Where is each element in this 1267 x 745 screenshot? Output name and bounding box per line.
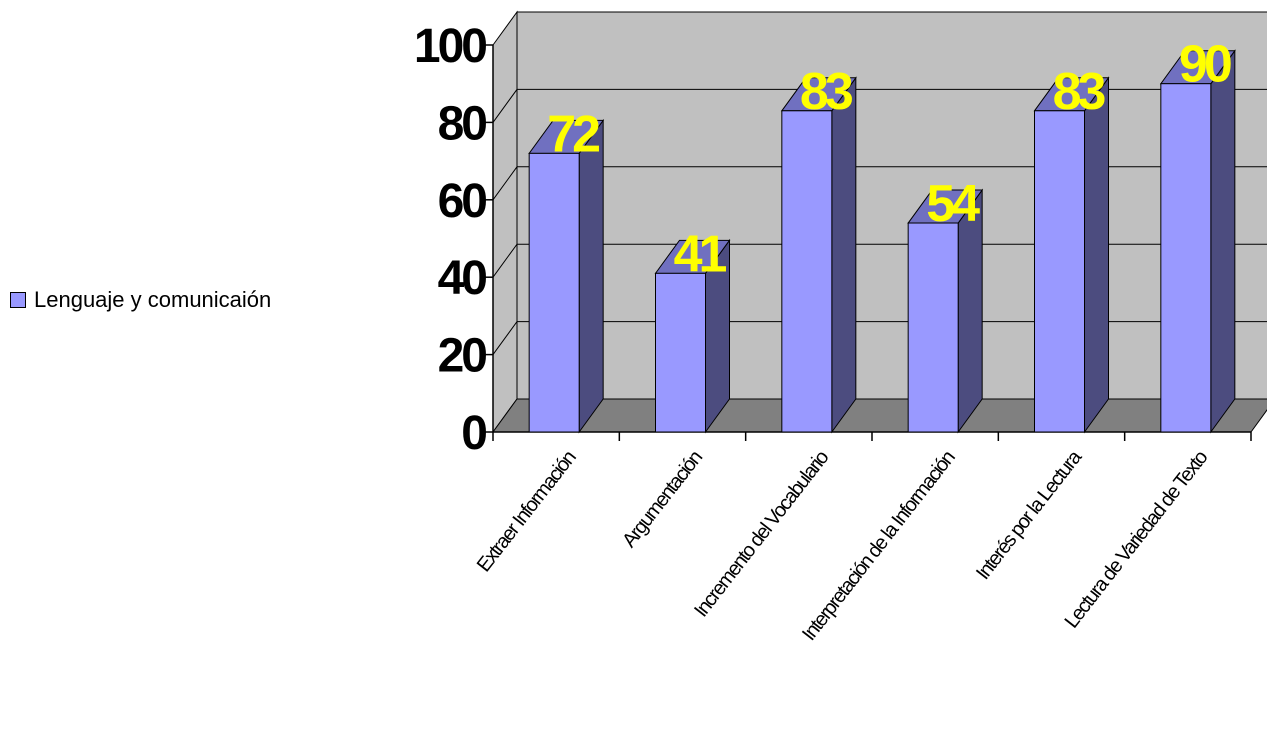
bar-side xyxy=(1084,76,1109,434)
y-tick-label: 100 xyxy=(414,20,486,73)
bar xyxy=(907,222,959,433)
y-tick-label: 60 xyxy=(438,175,487,228)
bar-side xyxy=(831,76,857,434)
x-tick-label: Lectura de Variedad de Texto xyxy=(1061,446,1213,632)
bar xyxy=(655,272,706,433)
bar-side xyxy=(1210,49,1236,434)
bar xyxy=(1160,83,1212,433)
y-tick-label: 0 xyxy=(461,407,486,460)
y-tick-label: 20 xyxy=(438,330,487,383)
gridline xyxy=(492,321,1267,355)
bar xyxy=(1034,110,1085,433)
legend-label: Lenguaje y comunicaión xyxy=(34,287,272,312)
gridline xyxy=(492,88,1267,123)
legend-swatch xyxy=(10,292,26,308)
legend: Lenguaje y comunicaión xyxy=(10,287,271,313)
x-tick-label: Interpretación de la Información xyxy=(798,447,959,645)
data-label: 90 xyxy=(1179,36,1231,94)
gridline xyxy=(492,243,1267,278)
x-tick-label: Argumentación xyxy=(618,447,706,551)
x-tick-label: Incremento del Vocabulario xyxy=(690,446,833,621)
floor xyxy=(492,398,1267,433)
back-wall xyxy=(516,11,1267,400)
y-tick-label: 80 xyxy=(438,97,487,150)
data-label: 54 xyxy=(926,175,980,233)
bar xyxy=(528,152,580,433)
data-label: 83 xyxy=(1053,63,1106,121)
x-tick-label: Interés por la Lectura xyxy=(972,446,1087,584)
y-tick-label: 40 xyxy=(438,252,487,305)
data-label: 83 xyxy=(800,63,853,121)
side-wall xyxy=(492,10,518,434)
data-label: 41 xyxy=(674,225,727,283)
x-tick-label: Extraer Información xyxy=(473,447,580,576)
data-label: 72 xyxy=(547,105,599,163)
bar xyxy=(781,110,833,433)
bar-side xyxy=(578,118,604,434)
gridline xyxy=(492,166,1267,201)
